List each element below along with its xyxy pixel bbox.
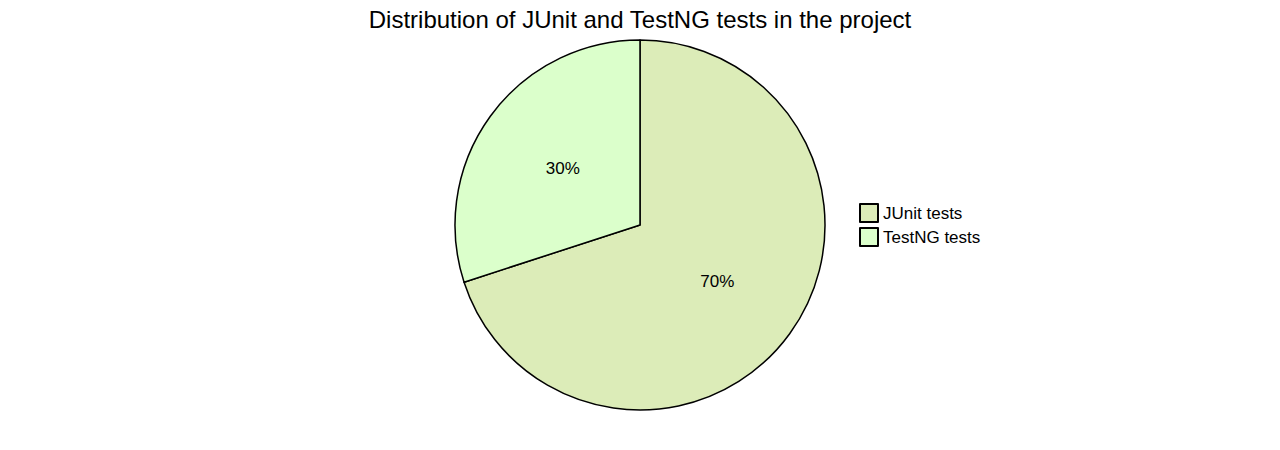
svg-text:JUnit tests: JUnit tests — [883, 204, 962, 223]
svg-text:30%: 30% — [546, 159, 580, 178]
svg-text:TestNG tests: TestNG tests — [883, 228, 980, 247]
svg-text:70%: 70% — [700, 272, 734, 291]
svg-text:Distribution of JUnit and Test: Distribution of JUnit and TestNG tests i… — [369, 6, 912, 33]
